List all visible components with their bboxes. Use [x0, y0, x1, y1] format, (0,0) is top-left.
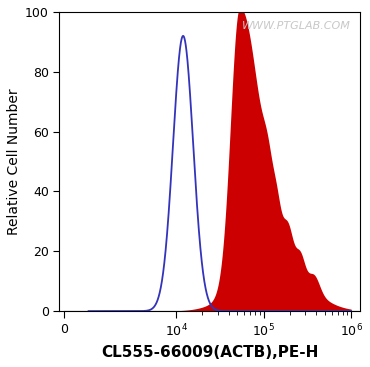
Text: WWW.PTGLAB.COM: WWW.PTGLAB.COM: [242, 21, 351, 31]
X-axis label: CL555-66009(ACTB),PE-H: CL555-66009(ACTB),PE-H: [101, 345, 318, 360]
Y-axis label: Relative Cell Number: Relative Cell Number: [7, 88, 21, 235]
